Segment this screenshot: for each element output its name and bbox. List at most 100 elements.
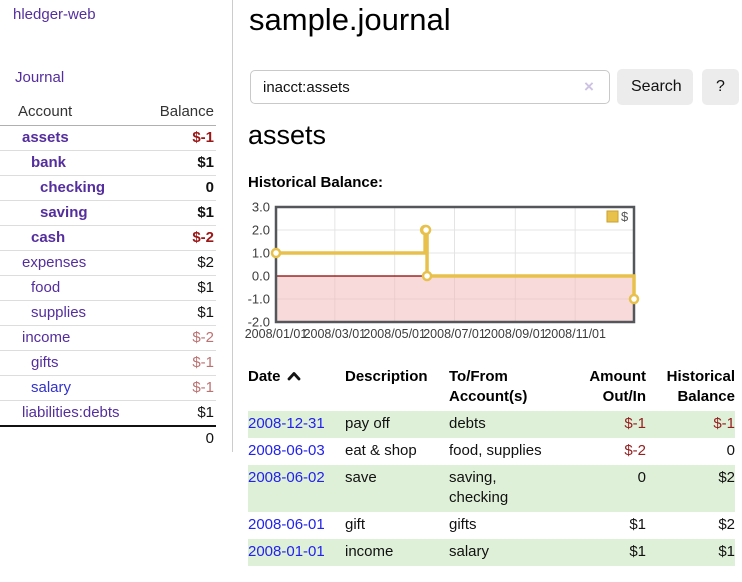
account-link[interactable]: saving — [40, 204, 88, 221]
y-tick-label: -1.0 — [248, 292, 270, 307]
search-button[interactable]: Search — [617, 69, 693, 105]
account-link[interactable]: checking — [40, 179, 106, 196]
account-row-food: food $1 — [0, 275, 216, 301]
date-header-label: Date — [248, 368, 281, 385]
account-link[interactable]: cash — [31, 229, 66, 246]
accounts-header-account: Account — [0, 100, 147, 126]
transaction-description: gift — [345, 516, 366, 533]
register-row: 2008-06-01 gift gifts $1 $2 — [248, 512, 735, 539]
transaction-date-link[interactable]: 2008-06-03 — [248, 442, 325, 459]
transaction-accounts: food, supplies — [449, 442, 542, 459]
accounts-header-row: Account Balance — [0, 100, 216, 126]
x-tick-label: 2008/07/01 — [423, 327, 486, 341]
transaction-amount: $1 — [629, 516, 646, 533]
transaction-description: eat & shop — [345, 442, 417, 459]
account-row-checking: checking 0 — [0, 175, 216, 201]
account-row-expenses: expenses $2 — [0, 250, 216, 276]
register-header-row: Date Description To/From Account(s) Amou… — [248, 367, 735, 411]
account-link[interactable]: income — [22, 329, 71, 346]
transaction-amount: $1 — [629, 543, 646, 560]
x-tick-label: 2008/01/01 — [245, 327, 308, 341]
account-balance: $2 — [146, 250, 216, 276]
search-input[interactable] — [250, 70, 610, 104]
account-balance: $-2 — [146, 225, 216, 251]
transaction-date-link[interactable]: 2008-01-01 — [248, 543, 325, 560]
x-tick-label: 2008/09/01 — [484, 327, 547, 341]
page-title: sample.journal — [249, 2, 451, 37]
register-header-accounts: To/From Account(s) — [449, 368, 528, 405]
x-tick-label: 2008/03/01 — [304, 327, 367, 341]
account-balance: $1 — [146, 275, 216, 301]
historical-balance-chart: $3.0 2.0 1.0 0.0 -1.0 -2.02008/01/012008/03/0… — [245, 200, 640, 341]
account-link[interactable]: gifts — [31, 354, 59, 371]
transaction-date-link[interactable]: 2008-06-01 — [248, 516, 325, 533]
account-row-supplies: supplies $1 — [0, 300, 216, 326]
transaction-balance: $2 — [718, 469, 735, 486]
y-tick-label: 2.0 — [252, 223, 270, 238]
accounts-total-value: 0 — [146, 425, 216, 451]
plot-border — [274, 205, 636, 324]
account-balance: 0 — [146, 175, 216, 201]
account-balance: $-1 — [146, 350, 216, 376]
negative-region — [276, 276, 634, 322]
register-header-description: Description — [345, 368, 428, 385]
accounts-table: Account Balance assets $-1 bank $1 check… — [0, 100, 216, 451]
account-row-saving: saving $1 — [0, 200, 216, 226]
account-row-gifts: gifts $-1 — [0, 350, 216, 376]
app-title-link[interactable]: hledger-web — [13, 6, 96, 23]
journal-nav-link[interactable]: Journal — [15, 69, 65, 86]
transaction-description: pay off — [345, 415, 390, 432]
transaction-date-link[interactable]: 2008-06-02 — [248, 469, 325, 486]
legend-swatch — [606, 210, 619, 223]
account-link[interactable]: expenses — [22, 254, 87, 271]
account-link[interactable]: liabilities:debts — [22, 404, 120, 421]
transaction-description: save — [345, 469, 377, 486]
x-tick-label: 2008/11/01 — [544, 327, 606, 341]
account-row-salary: salary $-1 — [0, 375, 216, 401]
account-row-bank: bank $1 — [0, 150, 216, 176]
register-header-amount: Amount Out/In — [589, 368, 646, 405]
register-header-date: Date — [248, 367, 345, 411]
account-row-cash: cash $-2 — [0, 225, 216, 251]
transaction-amount: 0 — [637, 469, 646, 486]
data-point-marker — [270, 247, 282, 259]
transaction-balance: 0 — [726, 442, 735, 459]
clear-search-icon[interactable]: × — [584, 77, 594, 96]
transaction-accounts: saving, checking — [449, 469, 509, 506]
transaction-balance: $-1 — [713, 415, 735, 432]
account-link[interactable]: supplies — [31, 304, 87, 321]
data-point-marker — [420, 224, 432, 236]
register-table: Date Description To/From Account(s) Amou… — [248, 367, 735, 566]
account-link[interactable]: salary — [31, 379, 72, 396]
account-balance: $-1 — [146, 375, 216, 401]
transaction-balance: $2 — [718, 516, 735, 533]
register-row: 2008-06-03 eat & shop food, supplies $-2… — [248, 438, 735, 465]
account-row-liabilities-debts: liabilities:debts $1 — [0, 400, 216, 426]
accounts-total-row: 0 — [0, 425, 216, 451]
account-link[interactable]: bank — [31, 154, 67, 171]
account-row-assets: assets $-1 — [0, 126, 216, 151]
register-row: 2008-06-02 save saving, checking 0 $2 — [248, 465, 735, 512]
account-balance: $-1 — [192, 129, 214, 146]
y-tick-label: 3.0 — [252, 200, 270, 215]
transaction-amount: $-1 — [624, 415, 646, 432]
transaction-accounts: gifts — [449, 516, 477, 533]
help-button[interactable]: ? — [702, 69, 739, 105]
account-heading: assets — [248, 120, 327, 150]
accounts-total-spacer — [0, 425, 147, 451]
account-link[interactable]: assets — [22, 129, 69, 146]
register-header-balance: Historical Balance — [666, 368, 735, 405]
sort-ascending-icon — [287, 367, 301, 387]
transaction-date-link[interactable]: 2008-12-31 — [248, 415, 325, 432]
account-balance: $-2 — [146, 325, 216, 351]
chart-heading: Historical Balance: — [248, 174, 384, 191]
data-point-marker — [421, 270, 433, 282]
y-tick-label: 1.0 — [252, 246, 270, 261]
account-balance: $1 — [146, 400, 216, 426]
account-link[interactable]: food — [31, 279, 61, 296]
x-tick-label: 2008/05/01 — [363, 327, 426, 341]
y-tick-label: 0.0 — [252, 269, 270, 284]
transaction-amount: $-2 — [624, 442, 646, 459]
register-row: 2008-12-31 pay off debts $-1 $-1 — [248, 411, 735, 438]
transaction-accounts: debts — [449, 415, 486, 432]
